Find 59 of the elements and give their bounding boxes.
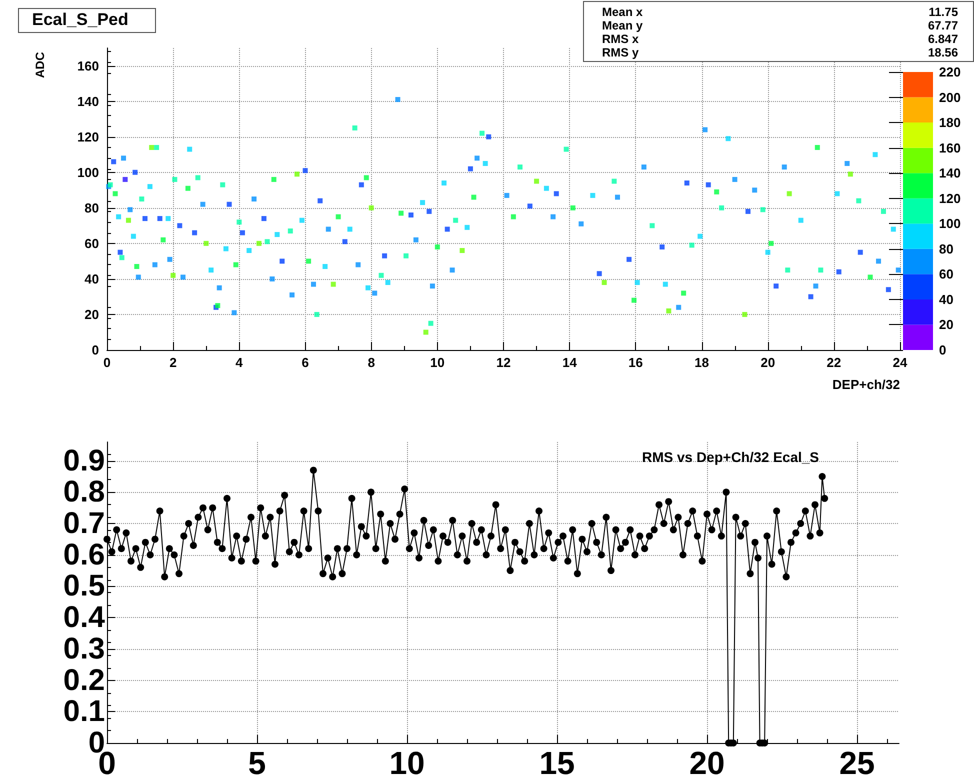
y-tick-label: 60 — [84, 236, 99, 251]
text: RMS vs Dep+Ch/32 Ecal_S — [642, 449, 820, 465]
color-bar-label: 180 — [939, 115, 961, 130]
x-tick-label: 4 — [236, 355, 244, 370]
text: Mean y — [602, 18, 644, 32]
y-tick-label: 140 — [77, 94, 99, 109]
y-tick-label: 0.8 — [63, 476, 105, 509]
color-bar-label: 140 — [939, 166, 961, 181]
y-tick-label: 0.9 — [63, 444, 105, 478]
color-bar-label: 120 — [939, 190, 961, 206]
color-bar-label: 80 — [939, 241, 954, 256]
text: 11.75 — [928, 5, 958, 19]
text: 18.56 — [928, 46, 958, 60]
x-tick-label: 10 — [430, 355, 445, 370]
color-bar-label: 40 — [939, 292, 954, 307]
color-bar-label: 160 — [939, 140, 961, 156]
y-tick-label: 0.2 — [63, 664, 105, 697]
y-tick-label: 0.4 — [63, 601, 106, 634]
text: 67.77 — [928, 18, 958, 32]
x-tick-label: 25 — [839, 745, 875, 779]
text: RMS x — [602, 32, 639, 46]
y-tick-label: 80 — [84, 200, 99, 216]
x-tick-label: 2 — [169, 355, 177, 370]
color-bar-label: 0 — [939, 342, 946, 358]
y-tick-label: 0.5 — [63, 570, 105, 603]
y-tick-label: 40 — [84, 271, 99, 286]
y-tick-label: 160 — [77, 58, 99, 74]
x-tick-label: 16 — [628, 355, 643, 370]
x-tick-label: 5 — [248, 745, 266, 779]
y-tick-label: 20 — [84, 306, 99, 322]
chart-title: Ecal_S_Ped — [32, 10, 128, 29]
x-tick-label: 18 — [694, 355, 709, 370]
y-tick-label: 100 — [77, 164, 99, 180]
x-tick-label: 24 — [892, 355, 908, 370]
x-tick-label: 20 — [760, 355, 776, 370]
color-bar-label: 100 — [939, 216, 961, 232]
x-tick-label: 8 — [368, 355, 375, 370]
y-tick-label: 120 — [77, 129, 99, 144]
y-axis-title: ADC — [33, 52, 47, 78]
x-tick-label: 10 — [389, 745, 425, 779]
color-bar-label: 20 — [939, 317, 954, 332]
annotation: RMS y — [602, 46, 639, 60]
x-tick-label: 14 — [562, 355, 578, 370]
y-tick-label: 0.1 — [63, 695, 105, 728]
y-tick-label: 0.7 — [63, 507, 105, 540]
x-axis-title: DEP+ch/32 — [832, 377, 900, 392]
text: Mean x — [602, 5, 644, 19]
y-tick-label: 0 — [92, 342, 99, 358]
x-tick-label: 6 — [302, 355, 309, 370]
color-bar-label: 60 — [939, 266, 954, 282]
y-tick-label: 0.6 — [63, 538, 105, 572]
x-tick-label: 15 — [539, 745, 575, 779]
x-tick-label: 20 — [689, 745, 725, 779]
x-tick-label: 22 — [826, 355, 842, 370]
color-bar-label: 220 — [939, 64, 961, 80]
x-tick-label: 12 — [496, 355, 511, 370]
color-bar-label: 200 — [939, 90, 961, 105]
text: 6.847 — [928, 32, 958, 46]
y-tick-label: 0.3 — [63, 632, 105, 666]
